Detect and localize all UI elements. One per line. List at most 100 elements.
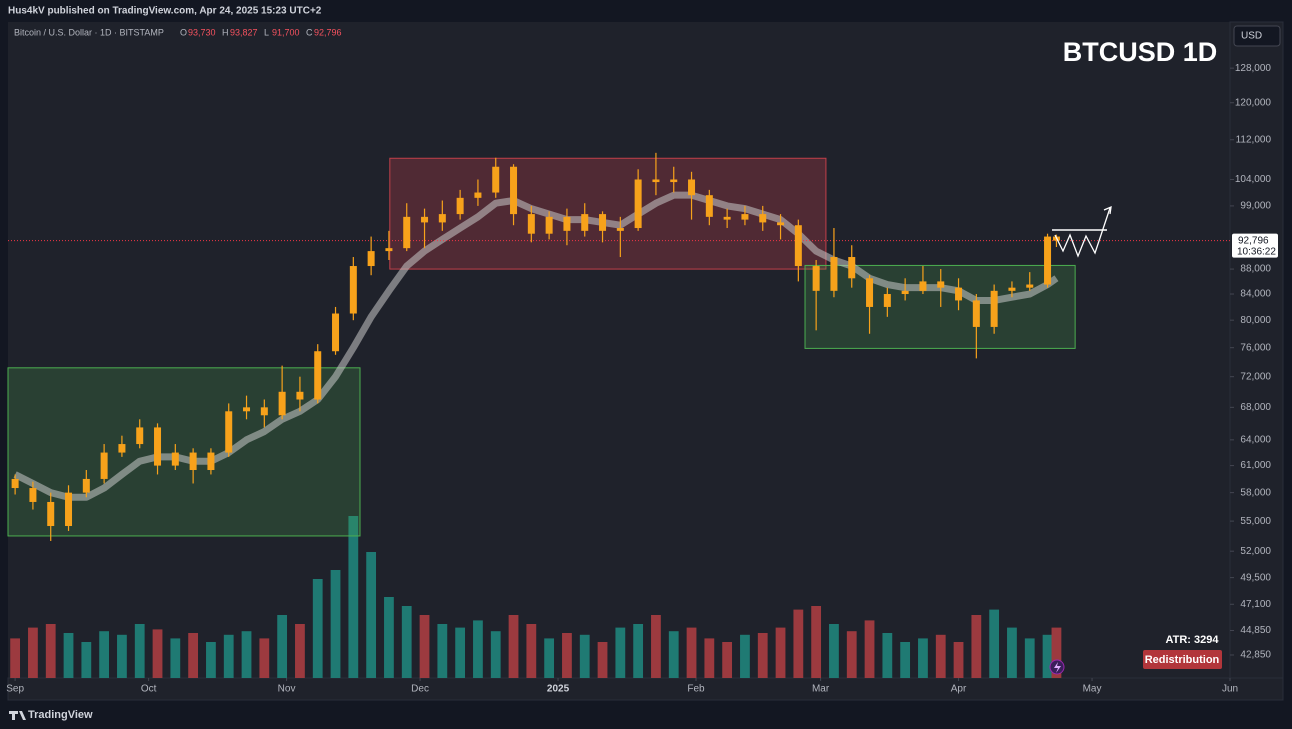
volume-bar [1024, 638, 1035, 678]
price-axis [1229, 21, 1284, 679]
candle-body [225, 411, 233, 453]
volume-bar [882, 633, 893, 678]
candle-body [349, 266, 357, 314]
volume-bar [206, 642, 216, 678]
y-tick-label: 52,000 [1240, 546, 1271, 557]
x-tick-label: May [1083, 684, 1102, 695]
chart-title: BTCUSD 1D [1063, 37, 1218, 67]
candle-body [438, 214, 446, 223]
volume-bar [277, 615, 288, 678]
candle-body [830, 257, 838, 291]
y-tick-label: 47,100 [1240, 599, 1271, 610]
candle-body [848, 257, 856, 279]
volume-bar [651, 615, 661, 678]
candle-body [866, 278, 874, 307]
volume-bar [99, 631, 110, 678]
volume-bar [775, 627, 786, 678]
candle-body [1026, 284, 1034, 288]
volume-bar [597, 642, 608, 678]
volume-bar [722, 642, 733, 678]
candle-body [670, 179, 678, 183]
candle-body [581, 214, 589, 231]
x-tick-label: 2025 [547, 684, 570, 695]
brand: TradingView [28, 709, 93, 721]
x-tick-label: Oct [141, 684, 157, 695]
candle-body [919, 281, 927, 291]
candle-body [812, 266, 820, 291]
candle-body [314, 351, 322, 400]
volume-bar [615, 627, 626, 678]
y-tick-label: 120,000 [1235, 97, 1272, 108]
volume-bar [419, 615, 430, 678]
y-tick-label: 64,000 [1240, 434, 1271, 445]
zone [804, 264, 1076, 349]
volume-bar [846, 631, 857, 678]
candle-body [616, 228, 624, 231]
countdown: 10:36:22 [1237, 246, 1276, 257]
y-tick-label: 76,000 [1240, 342, 1271, 353]
zone-label-box [1143, 650, 1222, 669]
candle-body [1008, 287, 1016, 291]
indicator-icon-bolt [1054, 662, 1061, 673]
candle-body [421, 216, 429, 223]
last-price-box [1232, 233, 1278, 258]
candle-body [207, 452, 215, 471]
candle-body [741, 214, 749, 220]
plot-area [8, 22, 1230, 678]
candle-body [154, 427, 162, 466]
volume-bar [935, 634, 946, 678]
candle-body [474, 192, 482, 198]
candle-body [171, 452, 179, 466]
volume-bar [384, 597, 394, 678]
candle-body [563, 216, 571, 231]
volume-bar [134, 624, 145, 678]
volume-bar [740, 634, 750, 678]
candle-body [794, 225, 802, 267]
volume-bar [152, 629, 163, 678]
volume-bar [900, 642, 911, 678]
x-tick-label: Sep [6, 684, 24, 695]
volume-bar [401, 606, 412, 678]
volume-bar [526, 624, 537, 678]
volume-bar [971, 615, 982, 678]
ohlc-key: C [306, 27, 313, 37]
y-tick-label: 44,850 [1240, 625, 1271, 636]
candle-body [688, 179, 696, 196]
ohlc-value: 91,700 [272, 27, 300, 37]
candle-body [972, 300, 980, 327]
zone [7, 367, 361, 537]
currency-box[interactable] [1233, 25, 1281, 47]
candle-body [527, 214, 535, 234]
volume-bar [579, 634, 590, 678]
volume-bar [63, 633, 74, 678]
y-tick-label: 68,000 [1240, 402, 1271, 413]
ohlc-value: 92,796 [314, 27, 342, 37]
candle-body [11, 478, 19, 489]
projection-zigzag [1054, 207, 1111, 258]
chart-layer [7, 67, 1234, 681]
candle-body [634, 179, 642, 229]
ohlc-key: H [222, 27, 229, 37]
candle-body [777, 222, 785, 226]
candle-body [599, 214, 607, 231]
candle-body [189, 452, 197, 471]
candle-body [260, 407, 268, 416]
ohlc-value: 93,827 [230, 27, 258, 37]
y-tick-label: 55,000 [1240, 516, 1271, 527]
currency[interactable]: USD [1241, 31, 1262, 42]
candle-body [510, 166, 518, 215]
volume-bar [686, 627, 697, 678]
brand-logo [9, 711, 26, 720]
x-tick-label: Mar [812, 684, 830, 695]
candle-body [118, 444, 126, 453]
candle-body [367, 251, 375, 267]
candle-body [456, 197, 464, 215]
y-tick-label: 104,000 [1235, 174, 1272, 185]
volume-bar [704, 638, 715, 678]
volume-bar [223, 634, 234, 678]
candle-body [136, 427, 144, 445]
volume-bar [117, 634, 127, 678]
volume-bar [544, 638, 555, 678]
candle-body [296, 391, 304, 400]
